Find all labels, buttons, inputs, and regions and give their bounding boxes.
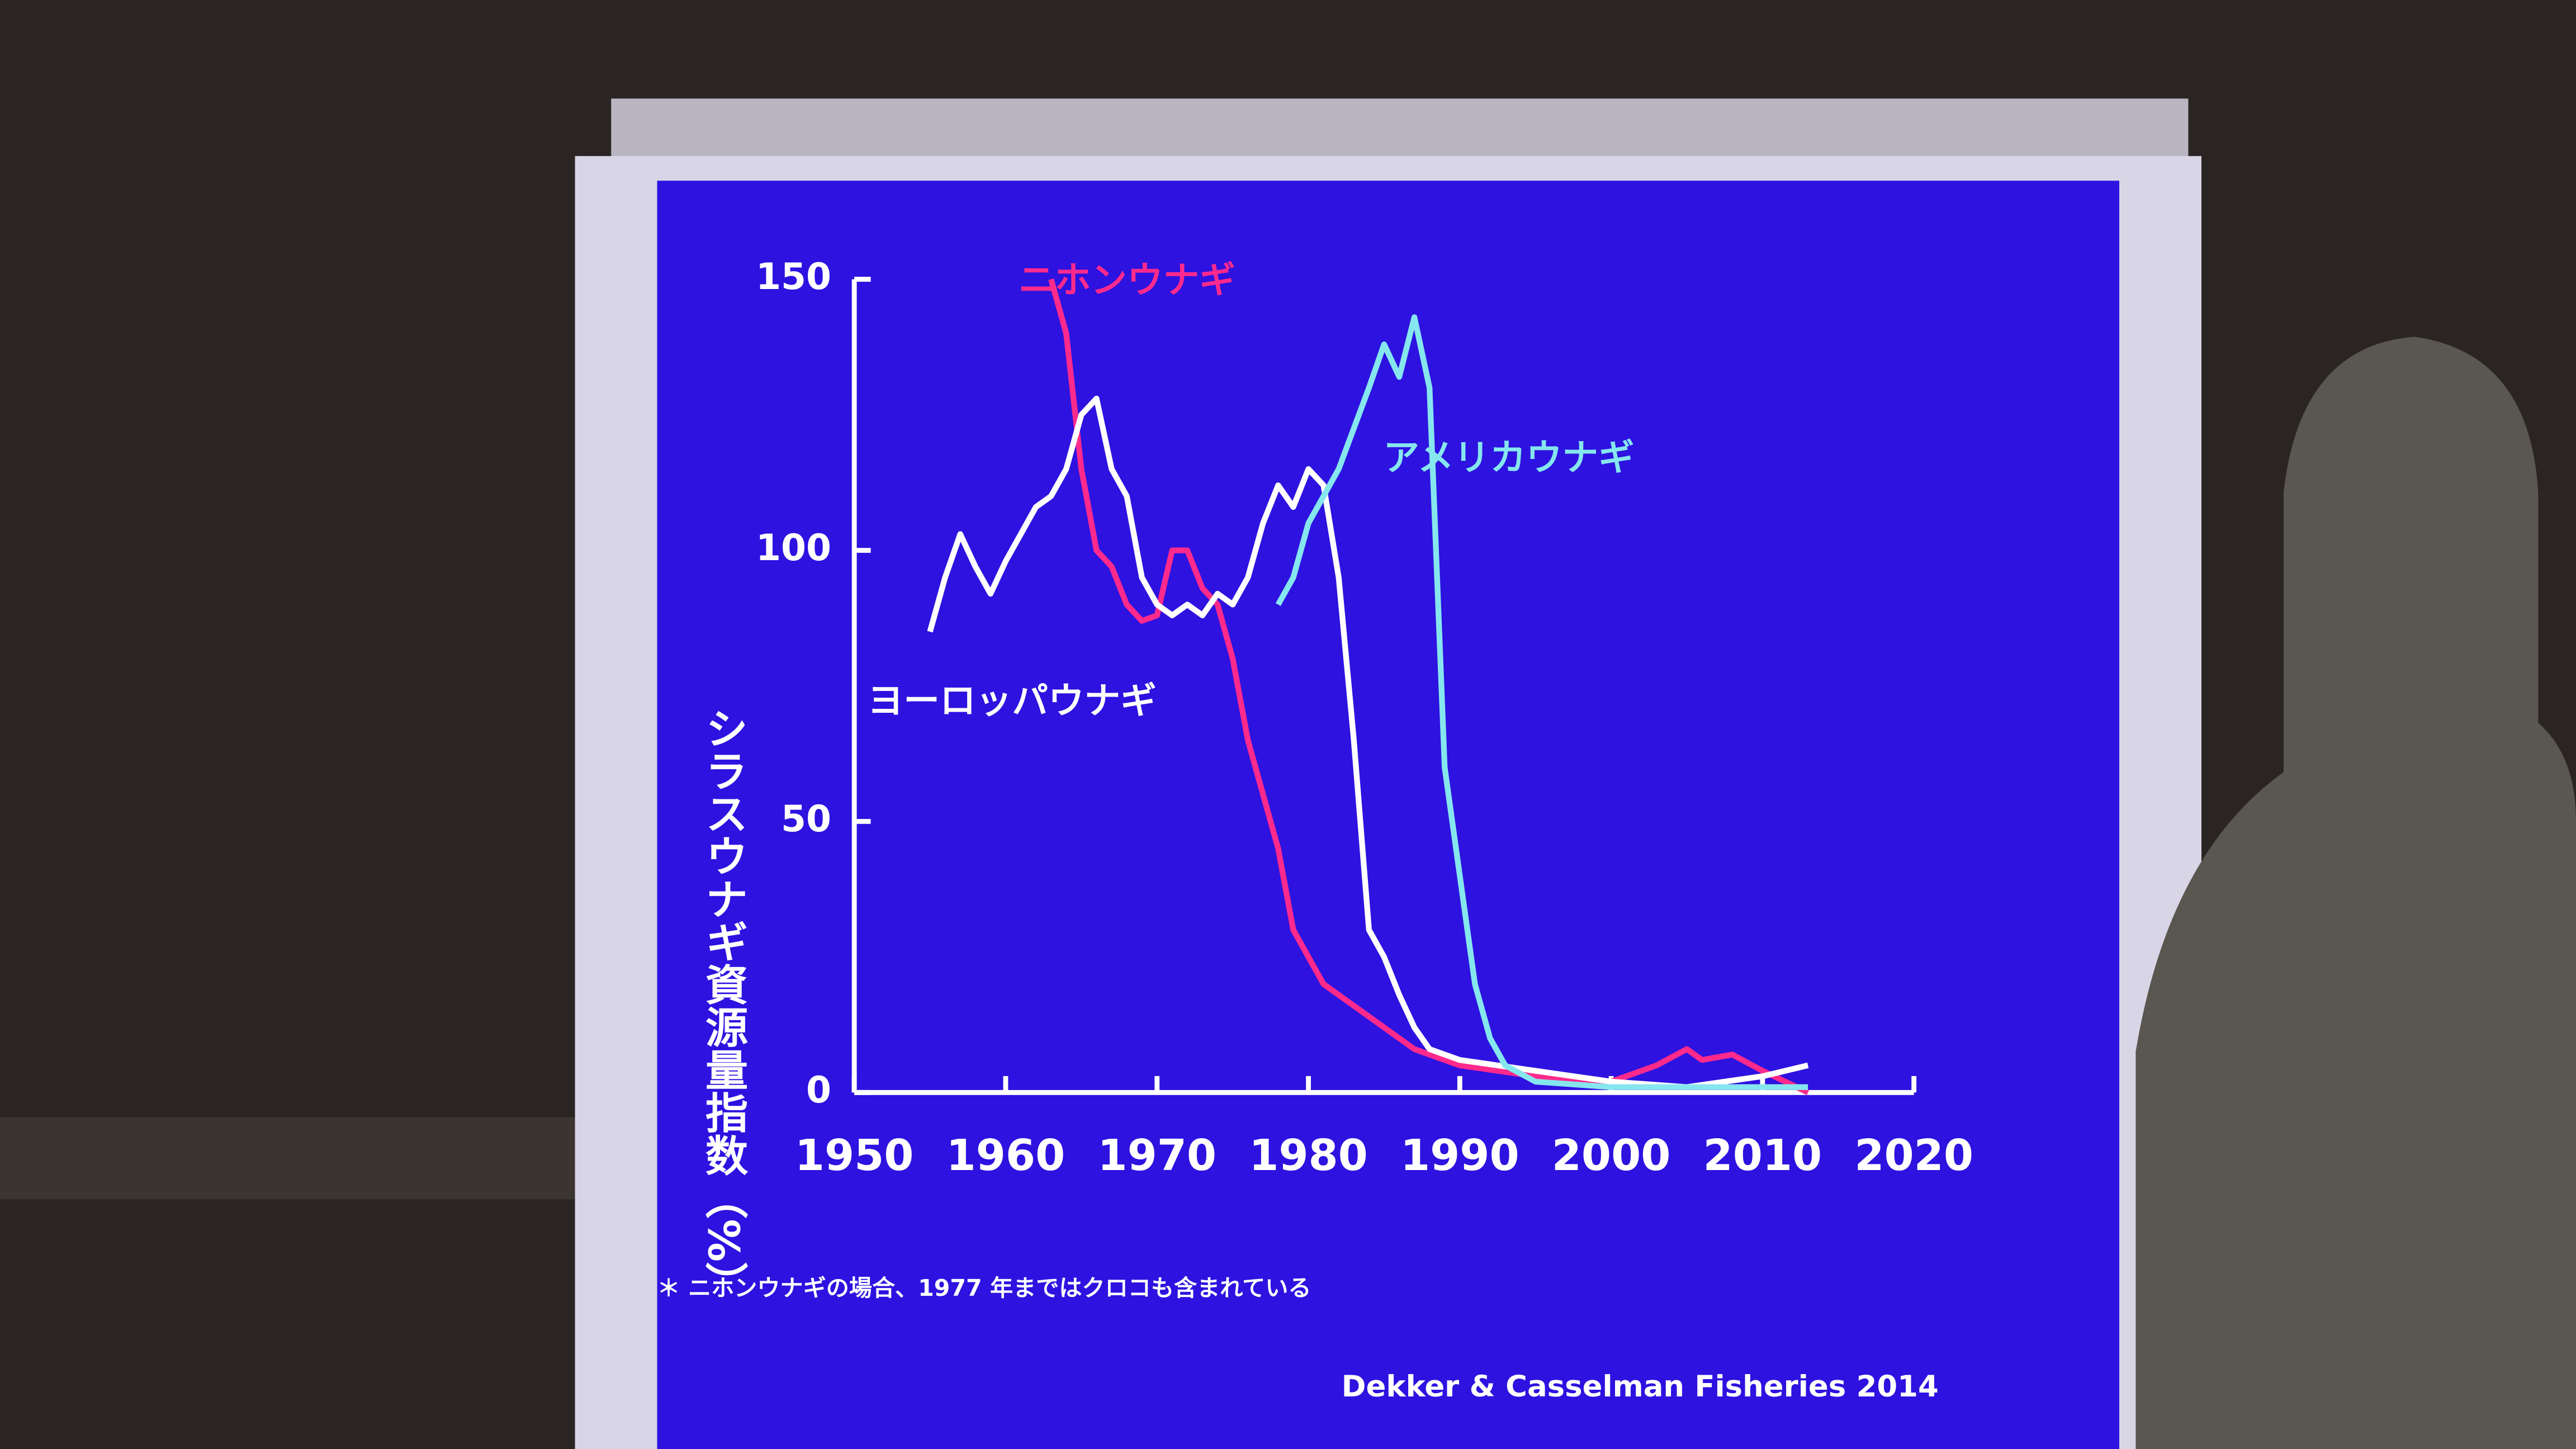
presenter — [2135, 337, 2576, 1449]
plot: 0 50 100 150 1950 1960 1970 1980 1990 2000 2010 202… — [756, 256, 1973, 1181]
x-tick-label: 2000 — [1552, 1131, 1671, 1181]
x-tick-label: 1990 — [1400, 1131, 1519, 1181]
y-tick-label: 50 — [781, 798, 831, 840]
x-tick-label: 1970 — [1097, 1131, 1216, 1181]
series-label: ニホンウナギ — [1019, 259, 1235, 301]
series-line — [1275, 314, 1808, 1090]
y-tick-label: 150 — [756, 256, 831, 298]
x-tick-label: 2020 — [1854, 1131, 1973, 1181]
screen-top — [611, 98, 2189, 164]
series-line — [1048, 278, 1810, 1095]
series-line — [927, 395, 1809, 1090]
x-tick-label: 1950 — [795, 1131, 914, 1181]
slide — [657, 181, 2120, 1449]
y-tick-label: 0 — [806, 1069, 831, 1111]
wall-border — [0, 1117, 591, 1200]
series-label: ヨーロッパウナギ — [868, 680, 1157, 722]
y-tick-label: 100 — [756, 527, 831, 569]
x-tick-label: 2010 — [1703, 1131, 1822, 1181]
x-tick-label: 1980 — [1249, 1131, 1368, 1181]
footnote: ＊ ニホンウナギの場合、1977 年まではクロコも含まれている — [657, 1275, 1311, 1301]
x-tick-label: 1960 — [946, 1131, 1066, 1181]
series-label: アメリカウナギ — [1383, 437, 1634, 479]
source: Dekker & Casselman Fisheries 2014 — [1342, 1370, 1939, 1404]
y-axis-label: シラスウナギ資源量指数（%） — [698, 707, 748, 1305]
